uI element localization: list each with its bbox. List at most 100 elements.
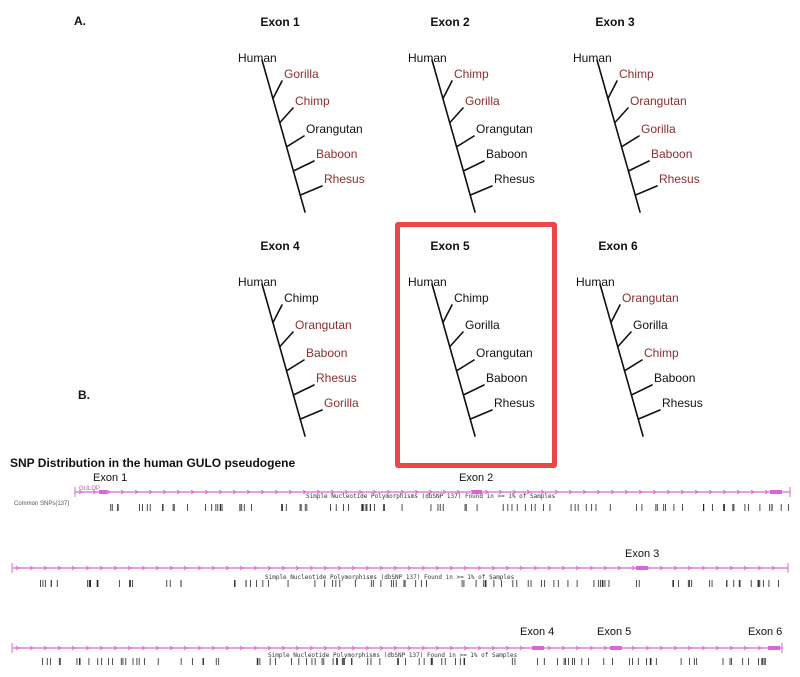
strand-arrow [106,489,111,495]
strand-arrow [694,489,699,495]
strand-arrow [547,645,552,651]
tree-branch [272,80,283,100]
exon-5-highlight-box [395,222,557,468]
strand-arrow [568,489,573,495]
strand-arrow [673,645,678,651]
strand-arrow [281,645,286,651]
strand-arrow [239,565,244,571]
species-label: Baboon [486,147,528,161]
strand-arrow [393,645,398,651]
strand-arrow [288,489,293,495]
strand-arrow [617,565,622,571]
strand-arrow [190,489,195,495]
species-label: Gorilla [284,67,319,81]
strand-arrow [85,565,90,571]
strand-arrow [316,489,321,495]
strand-arrow [701,565,706,571]
strand-arrow [603,645,608,651]
strand-arrow [176,489,181,495]
strand-arrow [169,645,174,651]
tree-title-1: Exon 1 [260,15,300,29]
strand-arrow [757,565,762,571]
species-label: Chimp [644,346,679,360]
species-label: Orangutan [476,122,533,136]
tree-branch [448,107,464,124]
strand-arrow [428,489,433,495]
tree-branch [627,160,650,172]
species-label: Rhesus [659,172,700,186]
strand-arrow [463,565,468,571]
strand-arrow [267,565,272,571]
exon-5-label: Exon 5 [597,626,632,638]
strand-arrow [750,489,755,495]
strand-arrow [715,645,720,651]
tree-branch [623,359,643,372]
strand-arrow [519,645,524,651]
tree-branch [634,185,658,196]
row-3-caption: Simple Nucleotide Polymorphisms (dbSNP 1… [268,652,518,659]
strand-arrow [610,489,615,495]
strand-arrow [330,489,335,495]
tree-branch [272,304,283,324]
strand-arrow [498,489,503,495]
strand-arrow [15,565,20,571]
tree-branch [292,160,315,172]
tree-branch [278,107,294,124]
strand-arrow [400,489,405,495]
strand-arrow [155,645,160,651]
strand-arrow [393,565,398,571]
strand-arrow [218,489,223,495]
tree-trunk [261,283,306,437]
strand-arrow [512,489,517,495]
strand-arrow [680,489,685,495]
exon-2-label: Exon 2 [459,472,494,484]
strand-arrow [771,565,776,571]
strand-arrow [687,645,692,651]
gene-label: GULOP [79,486,101,492]
row-1-caption: Simple Nucleotide Polymorphisms (dbSNP 1… [306,493,556,500]
exon-1-label: Exon 1 [93,472,128,484]
strand-arrow [491,565,496,571]
strand-arrow [386,489,391,495]
strand-arrow [99,645,104,651]
strand-arrow [477,645,482,651]
strand-arrow [421,645,426,651]
tree-branch [285,135,305,148]
strand-arrow [456,489,461,495]
strand-arrow [169,565,174,571]
strand-arrow [71,565,76,571]
strand-arrow [554,489,559,495]
species-label: Rhesus [324,172,365,186]
strand-arrow [281,565,286,571]
strand-arrow [239,645,244,651]
species-label: Baboon [486,371,528,385]
strand-arrow [673,565,678,571]
strand-arrow [344,489,349,495]
strand-arrow [148,489,153,495]
strand-arrow [379,645,384,651]
strand-arrow [211,645,216,651]
species-label: Chimp [454,67,489,81]
species-label: Baboon [306,346,348,360]
strand-arrow [323,645,328,651]
tree-branch [455,135,475,148]
species-label: Rhesus [494,396,535,410]
common-snps-label: Common SNPs(137) [14,501,70,507]
exon-block [99,490,107,494]
tree-branch [637,409,661,420]
panel-a-label: A. [74,14,86,28]
strand-arrow [197,565,202,571]
strand-arrow [337,565,342,571]
strand-arrow [631,565,636,571]
strand-arrow [295,645,300,651]
strand-arrow [477,565,482,571]
strand-arrow [435,565,440,571]
species-label: Orangutan [306,122,363,136]
species-label: Chimp [454,291,489,305]
strand-arrow [666,489,671,495]
species-label: Chimp [284,291,319,305]
strand-arrow [29,645,34,651]
tree-title-5: Exon 5 [430,239,470,253]
strand-arrow [260,489,265,495]
tree-branch [469,185,493,196]
